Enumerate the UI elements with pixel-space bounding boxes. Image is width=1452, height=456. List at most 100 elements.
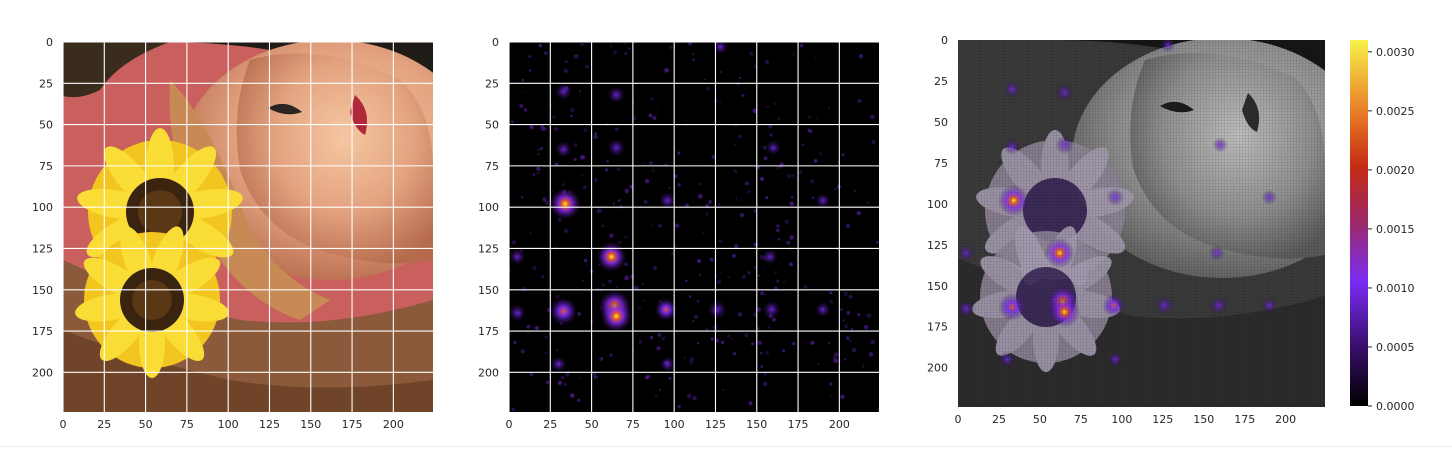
x-tick-label: 75 xyxy=(180,418,194,431)
speckle xyxy=(764,293,766,296)
speckle xyxy=(783,280,786,284)
speckle xyxy=(736,82,740,86)
hotspot xyxy=(654,298,678,321)
speckle xyxy=(598,283,601,286)
speckle xyxy=(537,152,540,156)
speckle xyxy=(733,243,739,249)
speckle xyxy=(829,382,833,386)
speckle xyxy=(573,143,578,147)
speckle xyxy=(570,393,575,398)
speckle xyxy=(739,199,742,202)
speckle xyxy=(853,189,856,192)
hotspot xyxy=(815,192,831,209)
speckle xyxy=(534,325,539,331)
speckle xyxy=(739,213,744,218)
speckle xyxy=(573,53,579,59)
speckle xyxy=(526,324,531,329)
speckle xyxy=(767,326,771,329)
photo-x-ticks: 0 25 50 75 100 125 150 175 200 xyxy=(60,418,404,431)
colorbar-tick-label: 0.0005 xyxy=(1376,341,1415,354)
speckle xyxy=(638,340,643,344)
speckle xyxy=(556,349,558,351)
hotspot xyxy=(707,299,727,320)
speckle xyxy=(840,394,845,399)
speckle xyxy=(593,134,598,140)
speckle xyxy=(828,341,831,345)
speckle xyxy=(624,275,629,281)
speckle xyxy=(557,380,563,386)
speckle xyxy=(747,270,751,275)
speckle xyxy=(753,242,758,247)
speckle xyxy=(788,262,793,267)
saliency-x-ticks: 0 25 50 75 100 125 150 175 200 xyxy=(506,418,850,431)
speckle xyxy=(752,108,758,114)
y-tick-label: 175 xyxy=(478,325,499,338)
speckle xyxy=(563,228,569,234)
speckle xyxy=(544,351,548,355)
speckle xyxy=(532,173,536,177)
speckle xyxy=(866,201,870,204)
speckle xyxy=(704,78,706,81)
speckle xyxy=(600,357,603,360)
hotspot xyxy=(596,241,627,272)
speckle xyxy=(753,65,757,69)
x-tick-label: 50 xyxy=(1033,413,1047,426)
speckle xyxy=(696,299,700,303)
speckle xyxy=(562,183,566,187)
x-tick-label: 25 xyxy=(543,418,557,431)
speckle xyxy=(511,240,516,245)
speckle xyxy=(617,199,621,202)
speckle xyxy=(543,127,548,131)
speckle xyxy=(875,240,879,244)
y-tick-label: 25 xyxy=(934,75,948,88)
speckle xyxy=(846,223,850,228)
speckle xyxy=(537,148,540,151)
speckle xyxy=(528,69,532,72)
speckle xyxy=(863,324,869,330)
speckle xyxy=(842,319,845,322)
speckle xyxy=(832,356,836,359)
speckle xyxy=(692,395,697,401)
hotspot xyxy=(765,140,781,156)
x-tick-label: 100 xyxy=(664,418,685,431)
speckle xyxy=(784,219,790,224)
x-tick-label: 75 xyxy=(1074,413,1088,426)
photo-gridlines xyxy=(62,41,433,412)
speckle xyxy=(803,285,808,289)
x-tick-label: 50 xyxy=(139,418,153,431)
y-tick-label: 175 xyxy=(32,325,53,338)
speckle xyxy=(646,374,651,379)
hotspot xyxy=(607,138,626,157)
speckle xyxy=(555,294,560,299)
speckle xyxy=(775,165,780,171)
speckle xyxy=(677,152,681,156)
speckle xyxy=(536,171,540,175)
speckle xyxy=(748,401,753,406)
speckle xyxy=(521,78,525,82)
speckle xyxy=(709,257,714,262)
speckle xyxy=(612,202,616,205)
speckle xyxy=(657,333,662,337)
speckle xyxy=(776,279,780,283)
speckle xyxy=(711,154,716,160)
colorbar-tick-label: 0.0015 xyxy=(1376,223,1415,236)
x-tick-label: 0 xyxy=(60,418,67,431)
speckle xyxy=(612,50,618,55)
y-tick-label: 50 xyxy=(485,119,499,132)
speckle xyxy=(538,43,543,48)
speckle xyxy=(751,342,755,346)
speckle xyxy=(585,64,590,69)
speckle xyxy=(596,208,602,214)
speckle xyxy=(627,47,631,50)
speckle xyxy=(697,259,701,263)
photo-image xyxy=(63,42,433,412)
speckle xyxy=(841,153,845,157)
speckle xyxy=(810,179,815,184)
speckle xyxy=(637,306,642,311)
speckle xyxy=(668,187,671,190)
speckle xyxy=(659,389,662,392)
speckle xyxy=(877,408,879,412)
speckle xyxy=(532,265,537,270)
speckle xyxy=(652,265,658,271)
speckle xyxy=(807,128,811,133)
